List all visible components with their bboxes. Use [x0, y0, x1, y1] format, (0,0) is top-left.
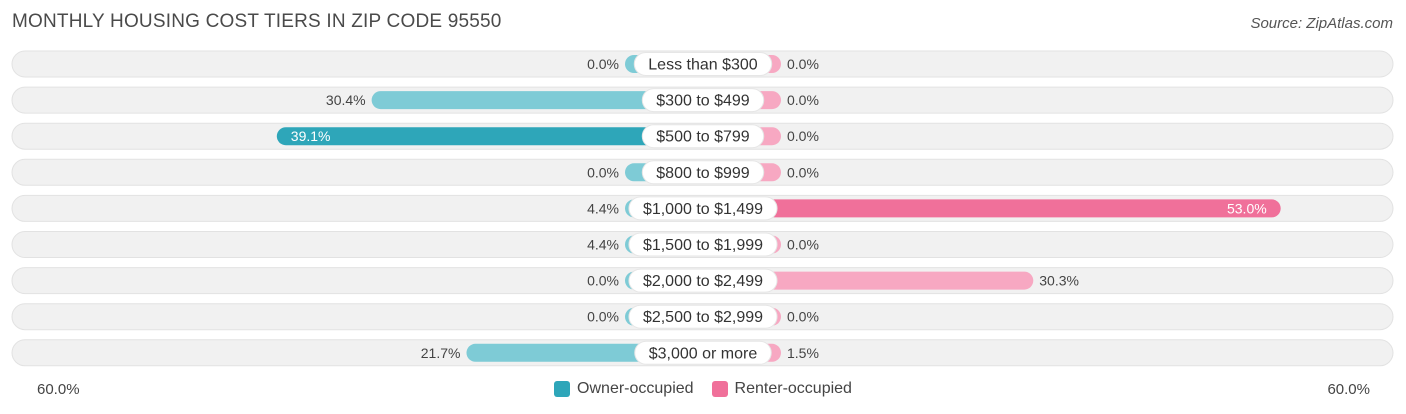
renter-bar [692, 199, 1281, 218]
category-label: $1,000 to $1,499 [643, 201, 763, 218]
category-pill [641, 88, 765, 113]
category-label: Less than $300 [648, 57, 758, 74]
owner-value-label: 39.1% [291, 128, 331, 144]
renter-value-label: 30.3% [1039, 273, 1079, 289]
legend-item-renter: Renter-occupied [711, 380, 852, 398]
category-pill [628, 268, 778, 293]
left-axis-label: 60.0% [37, 381, 80, 398]
category-label: $1,500 to $1,999 [643, 237, 763, 254]
legend: Owner-occupied Renter-occupied [0, 380, 1406, 398]
category-label: $300 to $499 [656, 93, 750, 110]
renter-swatch [711, 381, 728, 397]
renter-value-label: 0.0% [787, 128, 819, 144]
owner-value-label: 0.0% [587, 164, 619, 180]
category-pill [633, 52, 773, 76]
owner-value-label: 21.7% [421, 345, 461, 361]
category-pill [641, 124, 765, 149]
legend-label-renter: Renter-occupied [734, 380, 852, 397]
owner-value-label: 30.4% [326, 92, 366, 108]
renter-value-label: 0.0% [787, 309, 819, 325]
category-label: $2,000 to $2,499 [643, 273, 763, 290]
category-label: $500 to $799 [656, 129, 750, 146]
owner-value-label: 0.0% [587, 309, 619, 325]
category-pill [628, 304, 778, 329]
category-label: $3,000 or more [649, 345, 758, 362]
owner-swatch [554, 381, 571, 397]
renter-value-label: 0.0% [787, 92, 819, 108]
category-pill [628, 196, 778, 221]
diverging-bar-chart: 0.0% 0.0% Less than $300 30.4% 0.0% $300 to $… [11, 50, 1394, 367]
source-credit: Source: ZipAtlas.com [1250, 15, 1393, 32]
legend-label-owner: Owner-occupied [577, 380, 694, 397]
category-pill [628, 232, 778, 257]
category-pill [634, 340, 772, 365]
renter-value-label: 0.0% [787, 237, 819, 253]
renter-bar [692, 271, 1034, 290]
right-axis-label: 60.0% [1327, 381, 1370, 398]
renter-value-label: 1.5% [787, 345, 819, 361]
owner-bar [371, 91, 714, 110]
owner-value-label: 0.0% [587, 56, 619, 72]
chart-title: MONTHLY HOUSING COST TIERS IN ZIP CODE 9… [12, 11, 502, 32]
owner-value-label: 0.0% [587, 273, 619, 289]
owner-value-label: 4.4% [587, 200, 619, 216]
owner-bar [276, 127, 714, 146]
legend-item-owner: Owner-occupied [554, 380, 694, 398]
category-label: $2,500 to $2,999 [643, 309, 763, 326]
category-pill [641, 160, 765, 185]
renter-value-label: 0.0% [787, 56, 819, 72]
owner-value-label: 4.4% [587, 237, 619, 253]
category-label: $800 to $999 [656, 165, 750, 182]
renter-value-label: 0.0% [787, 164, 819, 180]
renter-value-label: 53.0% [1227, 200, 1267, 216]
